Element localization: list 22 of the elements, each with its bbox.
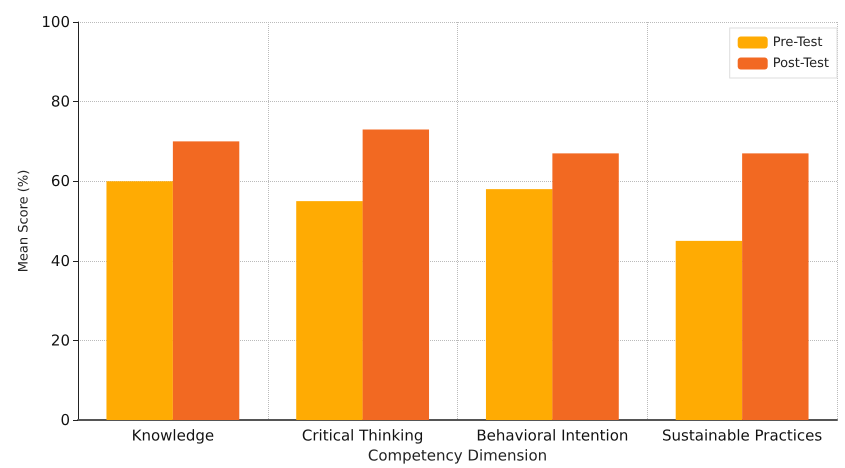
y-tick-label: 80 (50, 92, 70, 111)
x-axis-title: Competency Dimension (368, 446, 548, 464)
y-tick-label: 100 (41, 13, 70, 31)
bar (106, 181, 173, 420)
bar (676, 240, 742, 420)
x-tick-label: Behavioral Intention (476, 426, 628, 444)
y-tick-label: 40 (50, 252, 70, 270)
bar (296, 201, 363, 420)
x-tick-label: Critical Thinking (302, 426, 424, 444)
x-tick-label: Knowledge (132, 426, 214, 444)
legend-label: Post-Test (772, 56, 830, 71)
bar (552, 153, 619, 420)
y-tick-label: 20 (50, 331, 70, 350)
bar (172, 141, 240, 420)
y-tick-label: 0 (60, 411, 70, 429)
y-tick-label: 60 (50, 172, 70, 190)
x-tick-label: Sustainable Practices (662, 426, 822, 444)
bar (742, 153, 809, 420)
bar (486, 189, 552, 420)
bar (362, 129, 430, 420)
legend-label: Pre-Test (772, 35, 822, 50)
y-axis-title: Mean Score (%) (16, 170, 32, 272)
